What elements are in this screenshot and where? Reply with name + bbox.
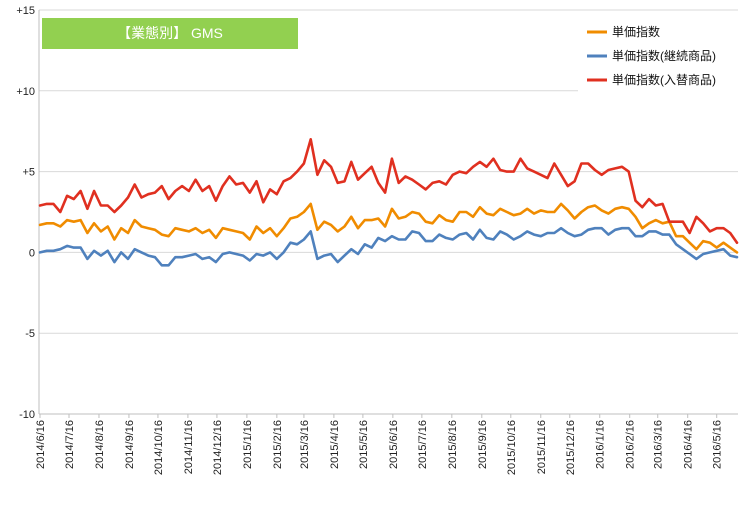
x-tick-label: 2014/11/16 xyxy=(183,420,195,474)
banner: 【業態別】 GMS xyxy=(42,18,298,49)
x-tick-label: 2015/9/16 xyxy=(477,420,489,469)
legend-label: 単価指数 xyxy=(612,24,660,39)
x-tick-label: 2014/12/16 xyxy=(212,420,224,475)
x-tick-label: 2014/6/16 xyxy=(35,420,47,469)
y-axis: +15 +10 +5 0 -5 -10 xyxy=(16,5,40,421)
banner-background xyxy=(42,18,298,49)
x-tick-label: 2015/10/16 xyxy=(506,420,518,475)
legend-label: 単価指数(継続商品) xyxy=(612,48,716,63)
series-line-unit-price-index-continuing xyxy=(38,226,739,267)
x-tick-label: 2015/11/16 xyxy=(536,420,548,474)
x-tick-label: 2014/9/16 xyxy=(124,420,136,469)
x-tick-label: 2016/4/16 xyxy=(683,420,695,469)
y-tick-label: 0 xyxy=(29,247,35,259)
x-tick-label: 2014/8/16 xyxy=(94,420,106,469)
y-tick-label: +5 xyxy=(22,167,35,179)
x-tick-label: 2015/12/16 xyxy=(565,420,577,475)
x-tick-label: 2016/5/16 xyxy=(712,420,724,469)
series-line-unit-price-index-replacement xyxy=(38,138,739,244)
x-tick-label: 2015/6/16 xyxy=(388,420,400,469)
x-axis: 2014/6/16 2014/7/16 2014/8/16 2014/9/16 2014… xyxy=(35,413,738,475)
y-tick-label: -10 xyxy=(19,409,35,421)
x-tick-label: 2015/7/16 xyxy=(417,420,429,469)
legend-label: 単価指数(入替商品) xyxy=(612,72,716,87)
y-tick-label: -5 xyxy=(25,328,35,340)
x-tick-label: 2016/2/16 xyxy=(625,420,637,469)
x-tick-label: 2014/7/16 xyxy=(64,420,76,469)
x-tick-label: 2015/8/16 xyxy=(447,420,459,469)
x-tick-label: 2015/4/16 xyxy=(329,420,341,469)
x-tick-label: 2016/3/16 xyxy=(653,420,665,469)
x-tick-label: 2014/10/16 xyxy=(153,420,165,475)
x-tick-label: 2015/1/16 xyxy=(242,420,254,469)
x-tick-label: 2016/1/16 xyxy=(595,420,607,469)
y-tick-label: +15 xyxy=(16,5,35,17)
banner-title: 【業態別】 GMS xyxy=(117,25,223,41)
y-tick-label: +10 xyxy=(16,86,35,98)
x-tick-label: 2015/5/16 xyxy=(358,420,370,469)
series-line-unit-price-index xyxy=(38,202,739,254)
x-tick-label: 2015/2/16 xyxy=(272,420,284,469)
x-tick-label: 2015/3/16 xyxy=(299,420,311,469)
series-lines xyxy=(38,138,739,267)
